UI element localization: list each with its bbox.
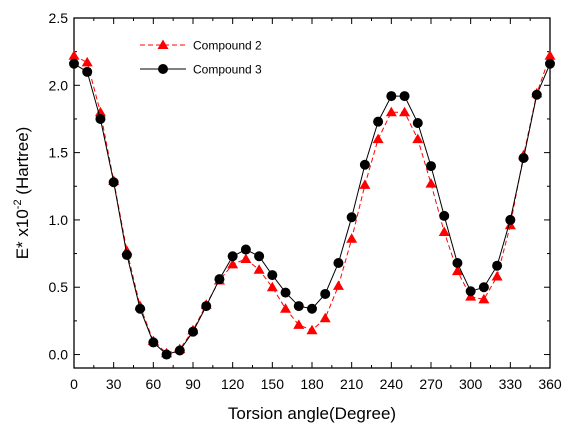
data-point-compound-3 — [307, 303, 317, 314]
x-tick-label: 330 — [499, 376, 523, 392]
data-point-compound-3 — [465, 286, 476, 297]
data-point-compound-3 — [346, 212, 357, 223]
data-point-compound-3 — [505, 214, 516, 225]
data-point-compound-2 — [544, 50, 556, 60]
data-point-compound-2 — [478, 293, 490, 304]
data-point-compound-3 — [518, 153, 529, 163]
x-tick-label: 210 — [340, 376, 364, 392]
x-tick-label: 180 — [300, 376, 324, 392]
data-point-compound-3 — [280, 287, 291, 298]
x-tick-label: 240 — [380, 376, 404, 392]
data-point-compound-2 — [280, 303, 292, 313]
data-point-compound-3 — [320, 288, 331, 299]
data-point-compound-2 — [293, 319, 305, 329]
data-point-compound-2 — [332, 280, 344, 290]
data-point-compound-3 — [135, 303, 146, 314]
legend-marker-compound-2 — [157, 39, 169, 49]
data-point-compound-3 — [201, 301, 212, 312]
legend: Compound 2 Compound 3 — [140, 39, 262, 77]
data-point-compound-3 — [267, 270, 278, 281]
y-axis-title-unit: (Hartree) — [13, 127, 32, 200]
x-tick-label: 300 — [459, 376, 483, 392]
legend-label-compound-2: Compound 2 — [193, 39, 262, 53]
data-point-compound-3 — [82, 66, 93, 77]
data-point-compound-2 — [438, 226, 450, 237]
data-point-compound-3 — [121, 249, 132, 260]
x-tick-label: 30 — [106, 376, 122, 392]
data-point-compound-3 — [373, 116, 384, 127]
data-point-compound-3 — [333, 258, 344, 268]
data-point-compound-3 — [452, 258, 463, 268]
data-point-compound-2 — [372, 133, 384, 144]
data-point-compound-3 — [69, 58, 79, 69]
legend-marker-compound-3 — [158, 64, 168, 74]
x-tick-label: 0 — [70, 376, 78, 392]
y-axis-title-exponent: -2 — [12, 199, 24, 209]
data-point-compound-3 — [439, 210, 450, 221]
data-point-compound-3 — [293, 301, 304, 312]
data-point-compound-2 — [240, 253, 252, 263]
y-tick-label: 2.0 — [49, 77, 69, 93]
y-tick-label: 0.0 — [49, 347, 69, 363]
axis-ticks — [73, 17, 551, 368]
data-point-compound-3 — [412, 118, 423, 128]
series-compound-3 — [69, 58, 555, 360]
data-point-compound-3 — [478, 282, 489, 293]
data-point-compound-3 — [531, 89, 542, 100]
x-tick-label: 120 — [221, 376, 245, 392]
legend-label-compound-3: Compound 3 — [193, 63, 262, 77]
x-tick-label: 90 — [185, 376, 201, 392]
plot-frame — [73, 17, 551, 369]
data-point-compound-3 — [254, 251, 265, 262]
data-point-compound-2 — [412, 133, 424, 144]
data-point-compound-3 — [161, 349, 172, 360]
data-point-compound-3 — [399, 91, 410, 102]
data-point-compound-2 — [399, 106, 411, 117]
data-point-compound-3 — [95, 113, 106, 124]
data-point-compound-3 — [108, 177, 119, 188]
series-layer — [68, 50, 556, 360]
x-tick-label: 270 — [419, 376, 443, 392]
y-tick-label: 1.0 — [49, 212, 69, 228]
data-point-compound-3 — [240, 244, 251, 255]
data-point-compound-2 — [451, 265, 463, 276]
data-point-compound-3 — [359, 159, 370, 170]
x-tick-label: 150 — [261, 376, 285, 392]
data-point-compound-3 — [188, 326, 198, 337]
y-axis-title-main: E* x10 — [13, 209, 32, 259]
x-axis-title: Torsion angle(Degree) — [228, 404, 396, 423]
data-point-compound-2 — [227, 258, 239, 269]
data-point-compound-3 — [545, 58, 555, 69]
data-point-compound-2 — [385, 106, 397, 117]
data-point-compound-3 — [148, 337, 159, 348]
data-point-compound-3 — [174, 345, 185, 356]
data-point-compound-2 — [491, 270, 503, 281]
data-point-compound-3 — [386, 91, 397, 102]
data-point-compound-2 — [306, 324, 318, 335]
data-point-compound-2 — [425, 178, 437, 188]
data-point-compound-2 — [319, 312, 331, 323]
data-point-compound-2 — [94, 106, 106, 117]
data-point-compound-2 — [266, 281, 278, 292]
x-tick-labels: 0 30 60 90 120 150 180 210 240 270 300 330 360 — [70, 376, 562, 392]
data-point-compound-2 — [253, 264, 265, 274]
data-point-compound-2 — [346, 233, 358, 243]
data-point-compound-2 — [68, 50, 80, 60]
y-tick-label: 0.5 — [49, 279, 69, 295]
x-tick-label: 60 — [146, 376, 162, 392]
data-point-compound-3 — [492, 260, 503, 271]
x-tick-label: 360 — [538, 376, 562, 392]
plot-border — [73, 17, 551, 369]
y-axis-title: E* x10-2 (Hartree) — [12, 127, 32, 260]
y-tick-label: 2.5 — [49, 10, 69, 26]
data-point-compound-2 — [359, 179, 371, 189]
data-point-compound-2 — [81, 56, 93, 67]
data-point-compound-3 — [426, 161, 436, 172]
y-tick-labels: 0.0 0.5 1.0 1.5 2.0 2.5 — [49, 10, 69, 363]
y-tick-label: 1.5 — [49, 145, 69, 161]
data-point-compound-3 — [227, 251, 238, 262]
data-point-compound-3 — [214, 274, 225, 285]
